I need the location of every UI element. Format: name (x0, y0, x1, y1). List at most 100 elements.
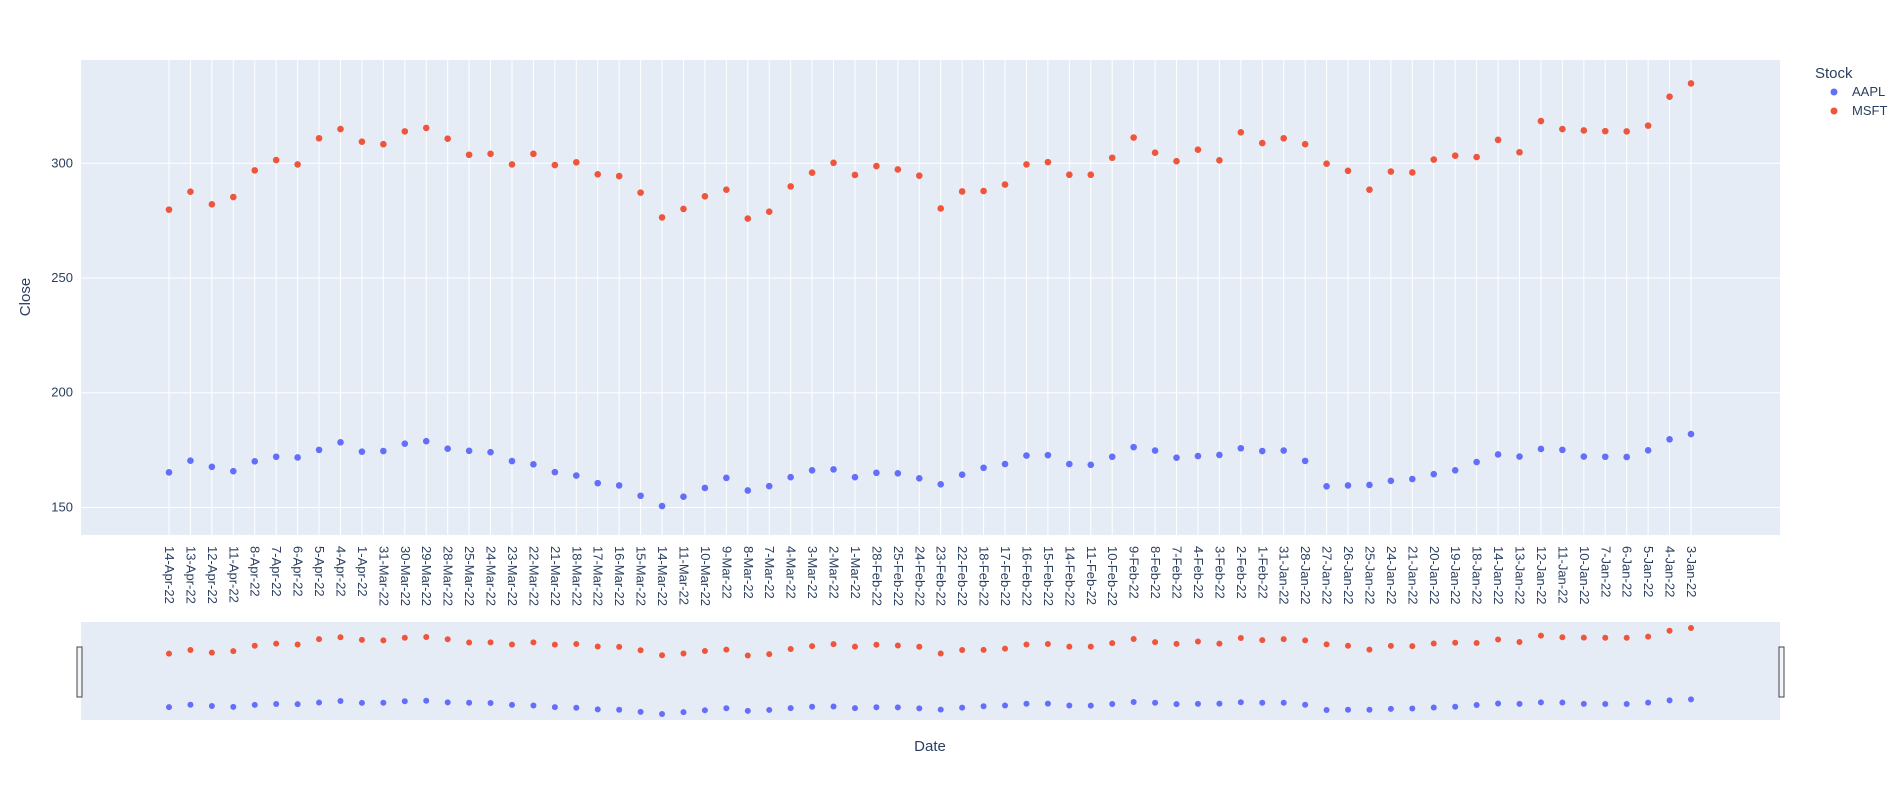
data-point-msft[interactable] (422, 124, 430, 132)
range-slider-left-handle[interactable] (76, 646, 83, 698)
data-point-aapl[interactable] (1387, 477, 1395, 485)
data-point-aapl[interactable] (787, 473, 794, 481)
data-point-aapl[interactable] (1601, 453, 1609, 461)
data-point-msft[interactable] (487, 150, 494, 158)
data-point-aapl[interactable] (1237, 444, 1245, 452)
data-point-aapl[interactable] (765, 482, 773, 490)
data-point-msft[interactable] (615, 172, 623, 180)
data-point-aapl[interactable] (1280, 447, 1288, 454)
data-point-msft[interactable] (1023, 161, 1030, 168)
data-point-aapl[interactable] (1687, 430, 1695, 438)
data-point-msft[interactable] (337, 125, 344, 133)
data-point-aapl[interactable] (1001, 460, 1009, 468)
data-point-aapl[interactable] (637, 492, 644, 500)
data-point-msft[interactable] (1087, 171, 1095, 179)
data-point-aapl[interactable] (1023, 452, 1030, 459)
main-plot-points[interactable] (165, 80, 1695, 510)
data-point-aapl[interactable] (873, 469, 880, 477)
data-point-msft[interactable] (208, 201, 216, 208)
data-point-msft[interactable] (1216, 156, 1223, 164)
data-point-msft[interactable] (680, 205, 687, 213)
data-point-aapl[interactable] (508, 457, 516, 465)
data-point-aapl[interactable] (165, 469, 173, 476)
data-point-msft[interactable] (1409, 169, 1416, 176)
data-point-aapl[interactable] (1623, 453, 1630, 461)
data-point-aapl[interactable] (1430, 470, 1438, 478)
data-point-aapl[interactable] (337, 438, 344, 446)
legend-label-msft[interactable]: MSFT (1852, 103, 1887, 118)
data-point-msft[interactable] (251, 167, 259, 174)
data-point-msft[interactable] (230, 193, 237, 201)
range-slider-background[interactable] (81, 622, 1780, 720)
data-point-aapl[interactable] (251, 458, 259, 465)
legend-label-aapl[interactable]: AAPL (1852, 84, 1885, 99)
data-point-aapl[interactable] (1516, 453, 1523, 460)
data-point-msft[interactable] (787, 183, 794, 190)
data-point-msft[interactable] (915, 172, 923, 179)
data-point-aapl[interactable] (465, 447, 473, 455)
data-point-aapl[interactable] (1173, 454, 1180, 461)
data-point-msft[interactable] (958, 188, 966, 195)
data-point-msft[interactable] (272, 156, 280, 164)
data-point-msft[interactable] (1666, 93, 1673, 101)
data-point-msft[interactable] (1559, 125, 1566, 133)
data-point-aapl[interactable] (422, 437, 430, 445)
data-point-aapl[interactable] (594, 479, 602, 487)
data-point-msft[interactable] (530, 150, 537, 158)
data-point-aapl[interactable] (1216, 451, 1223, 459)
data-point-aapl[interactable] (808, 466, 816, 474)
data-point-aapl[interactable] (658, 502, 666, 510)
data-point-aapl[interactable] (1194, 452, 1202, 460)
data-point-msft[interactable] (294, 161, 301, 168)
data-point-aapl[interactable] (572, 472, 580, 479)
data-point-msft[interactable] (380, 140, 387, 148)
data-point-msft[interactable] (1173, 157, 1180, 165)
data-point-aapl[interactable] (358, 448, 366, 456)
data-point-msft[interactable] (594, 170, 602, 178)
data-point-msft[interactable] (551, 161, 559, 169)
data-point-aapl[interactable] (401, 440, 409, 447)
data-point-aapl[interactable] (980, 464, 987, 472)
data-point-msft[interactable] (830, 159, 837, 167)
data-point-aapl[interactable] (1451, 466, 1459, 474)
data-point-msft[interactable] (401, 128, 409, 135)
data-point-msft[interactable] (1644, 122, 1652, 129)
data-point-aapl[interactable] (1537, 445, 1545, 453)
data-point-msft[interactable] (1344, 167, 1352, 175)
data-point-msft[interactable] (508, 161, 516, 168)
data-point-aapl[interactable] (294, 454, 301, 461)
data-point-aapl[interactable] (830, 466, 837, 473)
data-point-msft[interactable] (315, 134, 323, 142)
data-point-aapl[interactable] (1409, 475, 1416, 483)
data-point-msft[interactable] (1001, 181, 1009, 188)
data-point-aapl[interactable] (1323, 483, 1330, 490)
data-point-aapl[interactable] (1087, 461, 1095, 469)
data-point-msft[interactable] (1280, 134, 1288, 142)
data-point-aapl[interactable] (487, 448, 494, 456)
data-point-aapl[interactable] (915, 475, 923, 482)
data-point-aapl[interactable] (1666, 436, 1673, 443)
data-point-aapl[interactable] (1151, 447, 1159, 454)
data-point-msft[interactable] (980, 187, 987, 195)
data-point-aapl[interactable] (1044, 451, 1052, 459)
data-point-msft[interactable] (937, 205, 945, 212)
data-point-aapl[interactable] (444, 445, 451, 453)
legend-marker-msft[interactable] (1830, 107, 1838, 115)
data-point-msft[interactable] (894, 166, 902, 173)
data-point-aapl[interactable] (851, 473, 859, 481)
data-point-aapl[interactable] (937, 480, 945, 488)
data-point-aapl[interactable] (744, 487, 752, 494)
data-point-aapl[interactable] (187, 457, 194, 464)
data-point-aapl[interactable] (380, 447, 387, 455)
data-point-msft[interactable] (637, 189, 644, 196)
data-point-msft[interactable] (1366, 186, 1373, 193)
data-point-msft[interactable] (1194, 146, 1202, 154)
data-point-msft[interactable] (572, 159, 580, 166)
data-point-aapl[interactable] (958, 471, 966, 478)
data-point-aapl[interactable] (1644, 447, 1652, 454)
data-point-msft[interactable] (1473, 153, 1480, 161)
data-point-aapl[interactable] (1494, 451, 1502, 458)
data-point-aapl[interactable] (1559, 446, 1566, 454)
data-point-msft[interactable] (723, 186, 730, 193)
data-point-msft[interactable] (1580, 127, 1588, 134)
